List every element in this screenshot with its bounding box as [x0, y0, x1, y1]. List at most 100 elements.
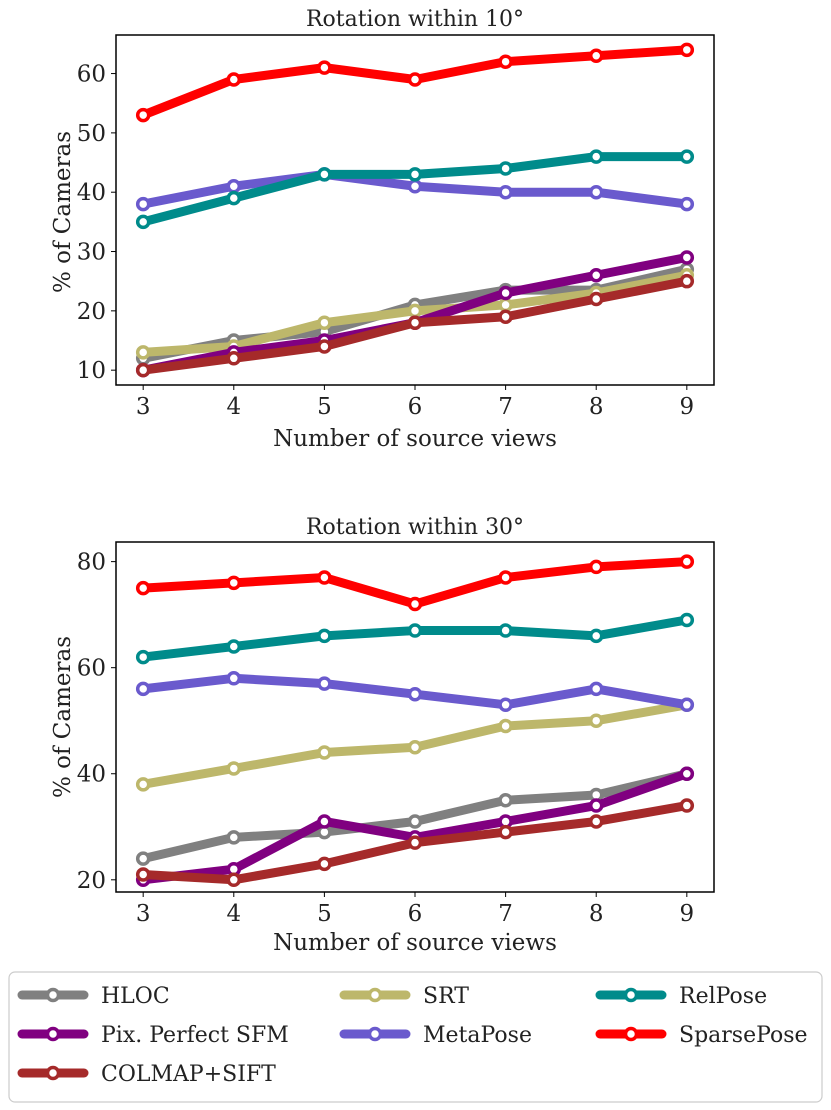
chart-title: Rotation within 30° [306, 515, 524, 540]
y-tick-label: 60 [77, 62, 106, 88]
legend-swatch-marker [45, 1026, 61, 1042]
y-tick-label: 50 [77, 121, 106, 147]
legend-label: SparsePose [679, 1023, 808, 1048]
data-point [317, 315, 332, 330]
data-point [317, 167, 332, 182]
data-point [679, 612, 695, 628]
data-point [498, 718, 513, 734]
x-tick-label: 7 [498, 394, 513, 420]
legend-entry: RelPose [595, 984, 767, 1009]
x-tick-label: 4 [226, 394, 241, 420]
legend-swatch-marker [45, 987, 61, 1003]
data-point [498, 54, 513, 69]
legend-swatch-marker [367, 987, 383, 1003]
data-point [679, 273, 695, 289]
y-tick-label: 40 [77, 180, 106, 206]
data-point [407, 167, 423, 182]
data-point [679, 250, 695, 265]
data-point [588, 268, 604, 283]
data-point [407, 814, 423, 829]
data-point [226, 179, 242, 194]
data-point [588, 291, 604, 307]
data-point [407, 315, 423, 330]
data-point [226, 575, 242, 591]
series-sparsepose [135, 42, 695, 123]
data-point [679, 798, 695, 813]
data-point [407, 596, 423, 612]
data-point [498, 285, 513, 301]
series-relpose [135, 149, 695, 230]
legend-label: RelPose [679, 984, 767, 1009]
legend-swatch-marker [367, 1026, 383, 1042]
data-point [679, 149, 695, 164]
data-point [226, 830, 242, 845]
legend-swatch-marker [45, 1065, 61, 1081]
data-point [226, 639, 242, 654]
x-tick-label: 9 [679, 394, 694, 420]
plot-area: 3 4 5 6 7 8 9 20 40 60 80 [77, 541, 715, 927]
data-point [226, 351, 242, 366]
y-tick-label: 20 [77, 868, 106, 894]
data-point [135, 196, 151, 212]
y-tick-label: 10 [77, 358, 106, 384]
data-point [679, 42, 695, 58]
legend-label: HLOC [101, 984, 170, 1009]
data-point [588, 681, 604, 697]
series-srt [135, 697, 695, 792]
x-tick-label: 3 [136, 394, 151, 420]
data-point [588, 628, 604, 644]
series-metapose [135, 671, 695, 713]
data-point [317, 745, 332, 760]
legend-frame [8, 971, 823, 1103]
data-point [588, 798, 604, 813]
data-point [135, 777, 151, 792]
legend-label: COLMAP+SIFT [101, 1062, 276, 1087]
data-point [135, 580, 151, 596]
legend: HLOC SRT RelPose Pix. Perfect SFM MetaPose Sp… [8, 971, 823, 1103]
legend-entry: Pix. Perfect SFM [17, 1023, 289, 1048]
data-point [679, 697, 695, 713]
data-point [498, 793, 513, 808]
series-sparsepose [135, 554, 695, 612]
series-colmap-sift [135, 798, 695, 888]
legend-label: Pix. Perfect SFM [101, 1023, 289, 1048]
legend-swatch-marker [623, 987, 639, 1003]
data-point [407, 72, 423, 87]
data-point [407, 739, 423, 755]
data-point [135, 649, 151, 665]
series-metapose [135, 167, 695, 212]
legend-entry: HLOC [17, 984, 170, 1009]
data-point [679, 196, 695, 212]
data-point [498, 184, 513, 200]
legend-swatch-marker [623, 1026, 639, 1042]
data-point [317, 856, 332, 872]
x-axis-label: Number of source views [273, 930, 557, 956]
data-point [407, 303, 423, 319]
legend-label: MetaPose [423, 1023, 532, 1048]
data-point [135, 362, 151, 378]
x-axis-label: Number of source views [273, 426, 557, 452]
data-point [135, 214, 151, 230]
y-tick-label: 20 [77, 299, 106, 325]
x-tick-label: 3 [136, 901, 151, 927]
y-tick-label: 40 [77, 762, 106, 788]
data-point [226, 190, 242, 206]
data-point [498, 824, 513, 840]
data-point [588, 149, 604, 164]
data-point [317, 60, 332, 75]
legend-entry: SparsePose [595, 1023, 808, 1048]
plot-area: 3 4 5 6 7 8 9 10 20 30 40 50 60 [77, 34, 715, 420]
y-axis-label: % of Cameras [50, 131, 76, 293]
data-point [498, 309, 513, 325]
data-point [407, 835, 423, 850]
legend-entry: COLMAP+SIFT [17, 1062, 276, 1087]
data-point [317, 339, 332, 354]
data-point [498, 161, 513, 176]
data-point [226, 761, 242, 776]
data-point [407, 686, 423, 702]
chart-rotation-30: Rotation within 30° % of Cameras Number … [50, 515, 715, 956]
y-axis-label: % of Cameras [50, 636, 76, 798]
data-point [498, 297, 513, 313]
data-point [135, 681, 151, 697]
